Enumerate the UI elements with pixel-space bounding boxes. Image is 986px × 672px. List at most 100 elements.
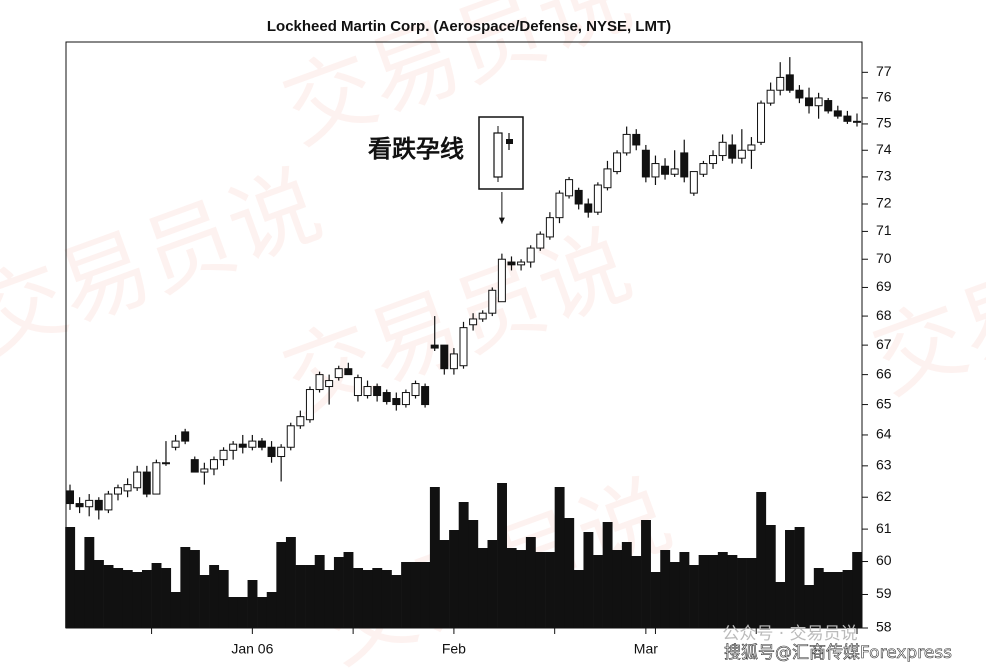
chart-title: Lockheed Martin Corp. (Aerospace/Defense… [267, 18, 671, 35]
volume-bar [698, 555, 709, 628]
footer-mark: 公众号 · 交易员说 [722, 624, 857, 644]
candle-body [747, 144, 756, 151]
candle-body [421, 386, 430, 406]
volume-bar [535, 552, 546, 628]
volume-bar [103, 565, 114, 628]
y-tick-label: 58 [876, 619, 892, 635]
volume-bar [247, 580, 258, 628]
volume-bar [266, 592, 277, 628]
volume-bar [439, 540, 450, 628]
y-tick-label: 70 [876, 250, 892, 266]
candle-body [344, 368, 353, 376]
candle-body [440, 344, 449, 370]
volume-bar [122, 570, 133, 628]
candle-body [229, 443, 238, 451]
candle-body [651, 163, 660, 178]
y-tick-label: 65 [876, 395, 892, 411]
candle-body [814, 97, 823, 107]
volume-bar [487, 540, 498, 628]
candle-body [190, 459, 199, 473]
y-tick-label: 72 [876, 195, 892, 211]
volume-bar [324, 570, 335, 628]
candle-body [353, 377, 362, 397]
volume-bar [842, 570, 853, 628]
candle-body [152, 462, 161, 495]
volume-bar [554, 487, 565, 628]
candle-body [478, 312, 487, 320]
volume-bar [804, 585, 815, 628]
y-tick-label: 73 [876, 168, 892, 184]
volume-bar [602, 522, 613, 628]
volume-bar [353, 568, 364, 628]
candle-body [373, 386, 382, 397]
volume-bar [746, 558, 757, 628]
volume-bar [237, 597, 248, 628]
y-tick-label: 67 [876, 336, 892, 352]
volume-bar [381, 570, 392, 628]
y-tick-label: 68 [876, 307, 892, 323]
candle-body [545, 217, 554, 238]
y-tick-label: 69 [876, 278, 892, 294]
candle-body [488, 289, 497, 314]
candle-body [670, 168, 679, 175]
volume-bar [660, 550, 671, 628]
volume-bar [74, 570, 85, 628]
volume-bar [852, 552, 863, 628]
y-tick-label: 61 [876, 520, 892, 536]
candle-body [267, 446, 276, 458]
candle-body [430, 344, 439, 349]
y-tick-label: 59 [876, 585, 892, 601]
candle-body [613, 152, 622, 173]
volume-bar [583, 532, 594, 628]
candle-body [776, 76, 785, 91]
volume-bar [113, 568, 124, 628]
volume-bar [727, 555, 738, 628]
marks: 58 59 60 61 62 63 64 65 66 67 68 69 70 71 72 73 74 75 76 77… [65, 57, 892, 657]
candle-body [459, 327, 468, 367]
volume-bar [314, 555, 325, 628]
volume-bar [794, 527, 805, 628]
volume-bar [650, 572, 661, 628]
x-tick-label: Mar [634, 641, 658, 657]
candle-body [507, 261, 516, 266]
volume-bar [218, 570, 229, 628]
volume-bar [141, 570, 152, 628]
candle-body [257, 440, 266, 448]
candle-body [161, 462, 170, 465]
y-tick-label: 75 [876, 115, 892, 131]
candle-body [728, 144, 737, 159]
candle-body [469, 318, 478, 326]
volume-bar [161, 568, 172, 628]
candle-body [833, 110, 842, 117]
volume-bar [295, 565, 306, 628]
y-tick-label: 76 [876, 89, 892, 105]
candle-body [555, 192, 564, 219]
y-tick-label: 63 [876, 457, 892, 473]
volume-bar [180, 547, 191, 628]
candle-body [123, 484, 132, 492]
candle-body [574, 189, 583, 205]
x-tick-label: Jan 06 [231, 641, 273, 657]
volume-bar [305, 565, 316, 628]
annotation-arrowhead [498, 217, 505, 224]
candle-body [104, 493, 113, 511]
volume-bar [612, 550, 623, 628]
candle-body [392, 398, 401, 406]
volume-bar [410, 562, 421, 628]
candle-body [238, 443, 247, 448]
volume-bar [765, 525, 776, 628]
candle-body [718, 141, 727, 157]
candle-body [219, 449, 228, 461]
candle-body [113, 487, 122, 495]
candle-body [200, 468, 209, 473]
candle-body [401, 392, 410, 406]
candle-body [536, 233, 545, 249]
volume-bar [458, 502, 469, 628]
footer-credit: 搜狐号@汇商传媒Forexpress [724, 643, 952, 663]
volume-bar [151, 563, 162, 628]
volume-bar [189, 550, 200, 628]
candle-body [133, 471, 142, 489]
volume-bar [564, 518, 575, 628]
volume-bar [401, 562, 412, 628]
